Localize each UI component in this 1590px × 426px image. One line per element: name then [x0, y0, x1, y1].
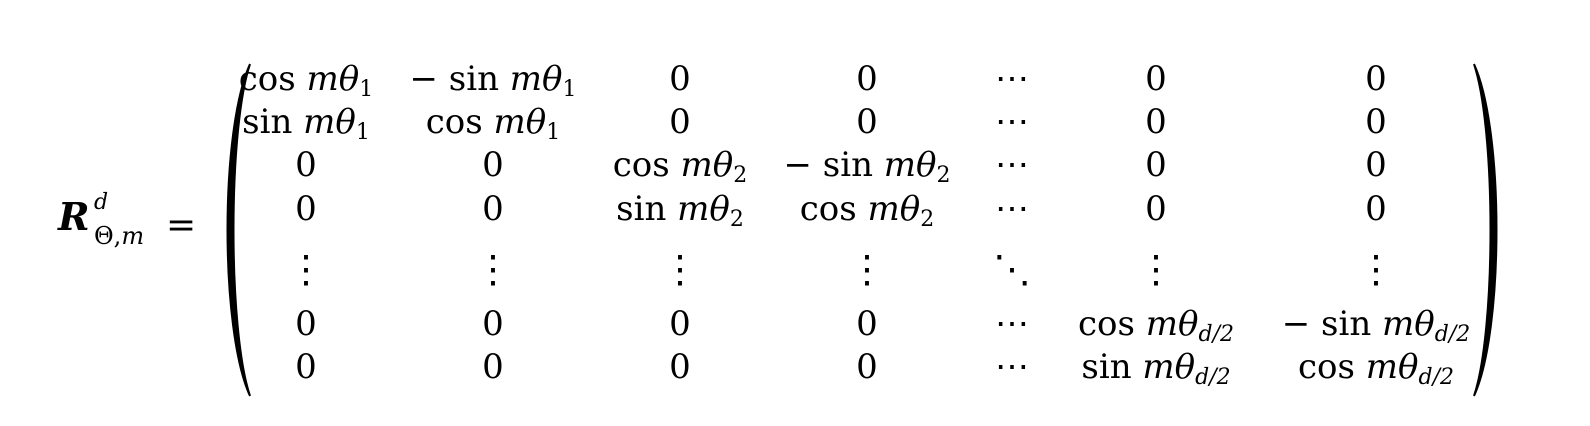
matrix-cell-r6-c3: 0 — [669, 304, 691, 344]
matrix-cell-r7-c2: 0 — [482, 347, 504, 387]
matrix-cell-r3-c3: cos mθ2 — [612, 145, 748, 188]
matrix-cell-r4-c5: ⋯ — [995, 189, 1029, 229]
matrix-cell-r3-c2: 0 — [482, 145, 504, 185]
matrix-cell-r3-c6: 0 — [1145, 145, 1167, 185]
matrix-cell-r4-c2: 0 — [482, 189, 504, 229]
matrix-cell-r5-c1: ⋮ — [287, 247, 325, 291]
matrix-subscript-theta: Θ, — [94, 222, 122, 250]
matrix-cell-r5-c2: ⋮ — [474, 247, 512, 291]
matrix-cell-r2-c5: ⋯ — [995, 102, 1029, 142]
matrix-cell-r6-c6: cos mθd/2 — [1078, 304, 1234, 347]
matrix-cell-r2-c2: cos mθ1 — [425, 102, 561, 145]
matrix-subscript: Θ,m — [94, 224, 144, 248]
matrix-cell-r6-c7: − sin mθd/2 — [1281, 304, 1471, 347]
matrix-cell-r4-c1: 0 — [295, 189, 317, 229]
matrix-cell-r7-c5: ⋯ — [995, 347, 1029, 387]
matrix-cell-r2-c4: 0 — [856, 102, 878, 142]
matrix-cell-r5-c7: ⋮ — [1357, 247, 1395, 291]
equals-sign: = — [166, 205, 197, 246]
matrix-cell-r1-c7: 0 — [1365, 59, 1387, 99]
left-parenthesis — [226, 63, 251, 397]
matrix-cell-r4-c3: sin mθ2 — [616, 189, 744, 232]
matrix-cell-r2-c6: 0 — [1145, 102, 1167, 142]
matrix-cell-r1-c5: ⋯ — [995, 59, 1029, 99]
matrix-cell-r5-c4: ⋮ — [848, 247, 886, 291]
matrix-cell-r6-c1: 0 — [295, 304, 317, 344]
matrix-cell-r1-c6: 0 — [1145, 59, 1167, 99]
right-parenthesis — [1473, 63, 1498, 397]
matrix-cell-r6-c4: 0 — [856, 304, 878, 344]
matrix-cell-r1-c4: 0 — [856, 59, 878, 99]
matrix-cell-r2-c3: 0 — [669, 102, 691, 142]
matrix-cell-r4-c7: 0 — [1365, 189, 1387, 229]
matrix-cell-r4-c6: 0 — [1145, 189, 1167, 229]
matrix-cell-r5-c6: ⋮ — [1137, 247, 1175, 291]
matrix-cell-r5-c3: ⋮ — [661, 247, 699, 291]
matrix-cell-r7-c3: 0 — [669, 347, 691, 387]
matrix-cell-r6-c5: ⋯ — [995, 304, 1029, 344]
matrix-cell-r3-c4: − sin mθ2 — [783, 145, 951, 188]
matrix-cell-r3-c7: 0 — [1365, 145, 1387, 185]
matrix-cell-r6-c2: 0 — [482, 304, 504, 344]
matrix-cell-r7-c7: cos mθd/2 — [1298, 347, 1454, 390]
matrix-cell-r1-c3: 0 — [669, 59, 691, 99]
matrix-cell-r3-c1: 0 — [295, 145, 317, 185]
matrix-cell-r2-c1: sin mθ1 — [242, 102, 370, 145]
matrix-cell-r7-c6: sin mθd/2 — [1081, 347, 1231, 390]
matrix-subscript-m: m — [121, 222, 145, 250]
matrix-symbol: R d Θ,m = — [58, 192, 196, 249]
matrix-cell-r7-c4: 0 — [856, 347, 878, 387]
matrix-cell-r5-c5: ⋱ — [993, 247, 1031, 291]
matrix-cell-r1-c2: − sin mθ1 — [409, 59, 577, 102]
matrix-cell-r4-c4: cos mθ2 — [799, 189, 935, 232]
matrix-cell-r1-c1: cos mθ1 — [238, 59, 374, 102]
matrix-symbol-letter: R — [58, 194, 90, 239]
matrix-cell-r2-c7: 0 — [1365, 102, 1387, 142]
matrix-cell-r7-c1: 0 — [295, 347, 317, 387]
matrix-cell-r3-c5: ⋯ — [995, 145, 1029, 185]
matrix-superscript: d — [94, 190, 109, 215]
